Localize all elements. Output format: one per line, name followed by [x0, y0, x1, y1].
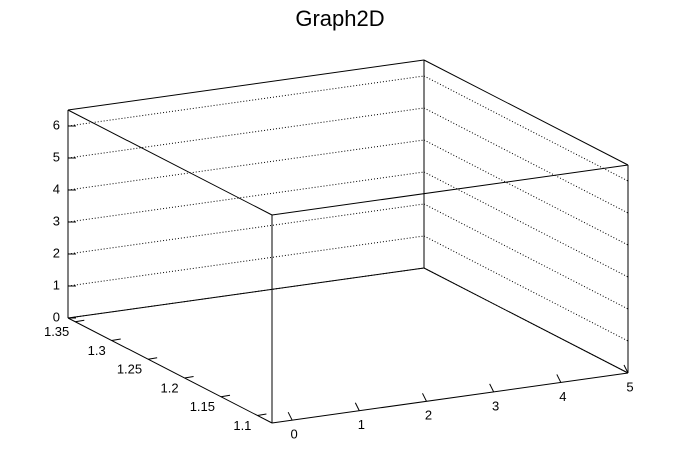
- grid-line: [423, 203, 629, 310]
- grid-line: [423, 235, 629, 342]
- y-tick: [257, 413, 267, 416]
- x-tick-label: 0: [291, 427, 298, 442]
- box-back: [67, 59, 629, 374]
- y-tick-label: 1.15: [190, 399, 215, 414]
- grid-line: [423, 171, 629, 278]
- x-tick: [623, 364, 629, 374]
- box-edge: [67, 109, 273, 216]
- y-tick-label: 1.25: [117, 362, 142, 377]
- y-tick-label: 1.2: [160, 380, 178, 395]
- z-tick-label: 4: [53, 181, 60, 196]
- box-edge: [67, 59, 425, 111]
- box-edge: [67, 267, 425, 319]
- z-tick-label: 1: [53, 277, 60, 292]
- y-tick-label: 1.35: [44, 324, 69, 339]
- x-tick-label: 1: [358, 417, 365, 432]
- grid-line: [423, 75, 629, 182]
- z-tick-label: 0: [53, 309, 60, 324]
- z-tick-label: 6: [53, 117, 60, 132]
- grid-line: [423, 107, 629, 214]
- box-edge: [271, 164, 629, 216]
- x-tick-label: 4: [559, 389, 566, 404]
- grid-line: [423, 267, 629, 374]
- chart-title: Graph2D: [295, 6, 384, 31]
- x-tick-label: 3: [492, 398, 499, 413]
- z-tick-label: 3: [53, 213, 60, 228]
- y-tick-label: 1.1: [233, 418, 251, 433]
- y-tick: [184, 376, 194, 379]
- grid-line: [423, 139, 629, 246]
- x-tick: [422, 393, 427, 402]
- x-tick-label: 2: [425, 408, 432, 423]
- y-axis: [67, 317, 273, 424]
- y-tick-label: 1.3: [88, 343, 106, 358]
- y-tick: [220, 394, 231, 398]
- x-tick: [354, 402, 360, 411]
- y-tick: [75, 319, 85, 323]
- x-axis: [271, 372, 629, 424]
- z-tick-label: 5: [53, 149, 60, 164]
- z-tick-label: 2: [53, 245, 60, 260]
- x-tick: [489, 383, 495, 393]
- x-tick-label: 5: [626, 379, 633, 394]
- box-edge: [423, 59, 629, 166]
- x-tick: [287, 411, 293, 421]
- y-tick: [111, 338, 121, 341]
- x-tick: [556, 374, 562, 383]
- y-tick: [148, 357, 158, 360]
